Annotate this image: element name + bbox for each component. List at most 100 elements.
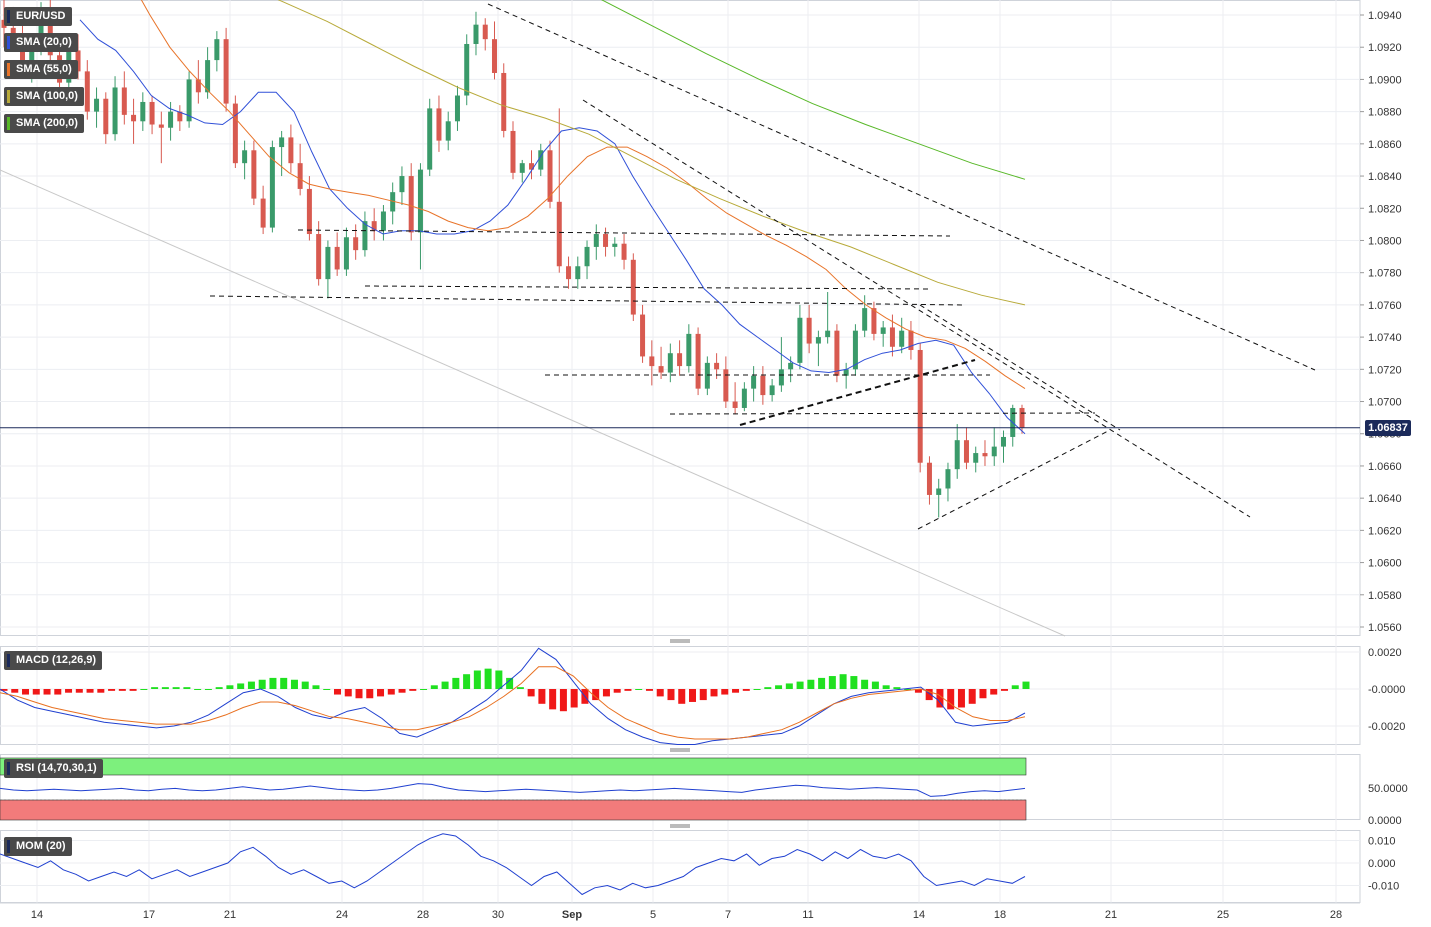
candle-body — [371, 221, 377, 231]
y-tick-label: 1.0660 — [1368, 461, 1402, 473]
macd-histogram-bar — [613, 689, 621, 693]
macd-histogram-bar — [828, 676, 836, 689]
candle-body — [945, 469, 951, 489]
pane-frame-mom — [0, 830, 1361, 903]
candle-body — [593, 234, 599, 247]
macd-histogram-bar — [86, 689, 94, 693]
y-tick-label: 1.0740 — [1368, 332, 1402, 344]
candle-body — [834, 330, 840, 376]
rsi-swatch — [7, 762, 10, 775]
candle-body — [251, 150, 257, 199]
mom-legend[interactable]: MOM (20) — [4, 837, 72, 856]
macd-histogram-bar — [452, 677, 460, 689]
sma200-swatch — [7, 117, 10, 130]
candle-body — [982, 453, 988, 457]
macd-histogram-bar — [344, 689, 352, 697]
y-tick-label: 1.0720 — [1368, 364, 1402, 376]
macd-histogram-bar — [280, 677, 288, 689]
rsi-oversold-band — [0, 799, 1027, 821]
macd-histogram-bar — [753, 689, 761, 690]
candle-body — [464, 43, 470, 96]
macd-histogram-bar — [839, 674, 847, 689]
x-tick-label: 14 — [31, 909, 43, 921]
macd-histogram-bar — [957, 689, 965, 708]
symbol-legend[interactable]: EUR/USD — [4, 7, 72, 26]
candle-body — [926, 462, 932, 495]
candle-body — [723, 369, 729, 402]
x-tick-label: 30 — [492, 909, 504, 921]
candle-body — [140, 101, 146, 122]
sma55-label: SMA (55,0) — [16, 63, 72, 75]
y-tick-label: 1.0760 — [1368, 300, 1402, 312]
candle-body — [612, 243, 618, 247]
sma20-legend[interactable]: SMA (20,0) — [4, 33, 78, 52]
mom-line — [0, 833, 1026, 896]
candle-body — [843, 369, 849, 376]
y-tick-label: 1.0700 — [1368, 397, 1402, 409]
candle-body — [390, 192, 396, 212]
candle-body — [279, 137, 285, 148]
macd-histogram-bar — [904, 689, 912, 690]
candle-body — [205, 60, 211, 93]
candle-body — [232, 103, 238, 164]
macd-histogram-bar — [570, 689, 578, 708]
macd-histogram-bar — [333, 689, 341, 695]
candle-body — [862, 308, 868, 331]
y-tick-label: 1.0880 — [1368, 107, 1402, 119]
macd-histogram-bar — [721, 689, 729, 695]
macd-histogram-bar — [925, 689, 933, 701]
dashed-trendline — [487, 3, 1316, 371]
dashed-trendline — [364, 285, 933, 290]
candle-body — [242, 150, 248, 164]
symbol-swatch — [7, 10, 10, 23]
candle-body — [269, 147, 275, 228]
macd-histogram-bar — [979, 689, 987, 699]
macd-line — [0, 647, 1026, 745]
macd-histogram-bar — [635, 689, 643, 690]
macd-histogram-bar — [97, 689, 105, 693]
macd-legend[interactable]: MACD (12,26,9) — [4, 651, 103, 670]
candle-body — [473, 24, 479, 44]
macd-histogram-bar — [1000, 689, 1008, 691]
macd-histogram-bar — [538, 689, 546, 704]
candle-body — [649, 356, 655, 367]
macd-histogram-bar — [656, 689, 664, 697]
macd-histogram-bar — [990, 689, 998, 695]
sma100-label: SMA (100,0) — [16, 90, 78, 102]
candle-body — [686, 333, 692, 367]
macd-histogram-bar — [1011, 685, 1019, 689]
dashed-trendline — [669, 412, 1096, 415]
macd-histogram-bar — [226, 685, 234, 689]
macd-histogram-bar — [140, 689, 148, 690]
macd-histogram-bar — [11, 689, 19, 693]
sma55-legend[interactable]: SMA (55,0) — [4, 60, 78, 79]
macd-histogram-bar — [742, 689, 750, 691]
sma55-swatch — [7, 63, 10, 76]
mom-y-tick-label: 0.010 — [1368, 836, 1396, 848]
macd-histogram-bar — [624, 689, 632, 691]
macd-histogram-bar — [387, 689, 395, 695]
mom-swatch — [7, 840, 10, 853]
x-tick-label: 5 — [650, 909, 656, 921]
macd-histogram-bar — [506, 677, 514, 689]
sma100-legend[interactable]: SMA (100,0) — [4, 87, 84, 106]
macd-histogram-bar — [968, 689, 976, 704]
candle-body — [306, 188, 312, 235]
macd-swatch — [7, 654, 10, 667]
candle-body — [454, 95, 460, 122]
sma200-legend[interactable]: SMA (200,0) — [4, 114, 84, 133]
macd-histogram-bar — [172, 687, 180, 689]
x-tick-label: 17 — [143, 909, 155, 921]
macd-histogram-bar — [258, 679, 266, 689]
rsi-legend[interactable]: RSI (14,70,30,1) — [4, 759, 103, 778]
macd-histogram-bar — [183, 687, 191, 689]
candle-body — [677, 353, 683, 367]
macd-histogram-bar — [269, 677, 277, 689]
macd-histogram-bar — [204, 689, 212, 690]
candle-body — [288, 137, 294, 164]
macd-histogram-bar — [732, 689, 740, 693]
macd-histogram-bar — [118, 689, 126, 691]
macd-y-tick-label: -0.0020 — [1368, 721, 1405, 733]
candle-body — [94, 98, 100, 112]
candle-body — [103, 98, 109, 135]
